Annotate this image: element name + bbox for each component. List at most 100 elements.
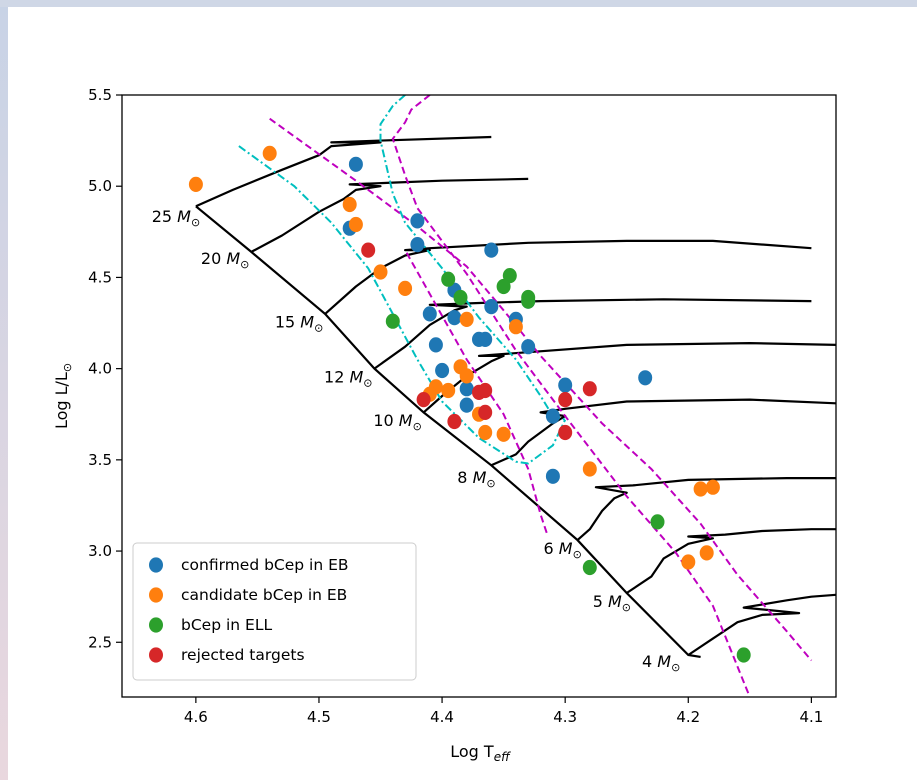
point-series2-21	[681, 554, 696, 570]
x-tick-label-6: 4.1	[799, 708, 823, 726]
point-series2-3	[342, 196, 357, 213]
legend-marker-3	[149, 617, 163, 633]
points-layer	[188, 145, 751, 663]
point-series2-5	[373, 264, 388, 280]
point-series2-17	[582, 461, 597, 477]
y-axis-label: Log L/L⊙	[52, 363, 74, 429]
point-series2-10	[459, 368, 474, 384]
point-series3-3	[453, 289, 468, 306]
track-line-4msun	[687, 593, 836, 656]
strip-boundary-1	[269, 117, 813, 662]
point-series2-15	[478, 424, 493, 441]
track-line-8msun	[490, 398, 836, 467]
point-series1-21	[638, 370, 653, 386]
y-tick-label-3: 3.5	[88, 451, 112, 469]
point-series2-4	[348, 216, 363, 233]
mass-label-6msun: 6 M⊙	[544, 539, 582, 561]
y-tick-label-4: 4.0	[88, 360, 112, 378]
point-series3-5	[496, 278, 511, 295]
point-series1-7	[484, 299, 499, 315]
point-series1-8	[422, 306, 437, 322]
strip-boundary-2	[391, 95, 751, 697]
x-tick-label-3: 4.4	[430, 708, 454, 726]
mass-label-8msun: 8 M⊙	[457, 468, 495, 490]
x-tick-label-2: 4.5	[307, 708, 331, 726]
point-series4-8	[558, 392, 573, 408]
point-series2-20	[699, 545, 714, 561]
point-series2-6	[398, 280, 413, 296]
legend-label-4: rejected targets	[181, 646, 305, 664]
mass-label-12msun: 12 M⊙	[324, 368, 372, 390]
point-series3-1	[385, 313, 400, 329]
track-line-5msun	[626, 528, 836, 594]
mass-label-10msun: 10 M⊙	[373, 411, 421, 433]
window-edge	[0, 0, 8, 780]
track-line-6msun	[576, 477, 836, 541]
track-line-10msun	[422, 342, 836, 414]
point-series2-18	[693, 481, 708, 497]
legend-marker-2	[149, 587, 163, 603]
point-series2-12	[441, 382, 456, 399]
mass-labels-layer: 25 M⊙20 M⊙ 15 M⊙ 12 M⊙10 M⊙ 8 M⊙ 6 M⊙ 5 M⊙ 4 M…	[152, 207, 681, 674]
mass-label-5msun: 5 M⊙	[593, 592, 631, 614]
point-series4-2	[416, 392, 431, 408]
mass-label-4msun: 4 M⊙	[642, 652, 680, 674]
point-series1-12	[428, 337, 443, 353]
strip-boundary-3	[404, 249, 548, 534]
legend-label-1: confirmed bCep in EB	[181, 556, 349, 574]
point-series1-14	[478, 331, 493, 347]
point-series2-1	[188, 176, 203, 192]
y-tick-label-6: 5.0	[88, 177, 112, 195]
point-series1-19	[558, 377, 573, 393]
track-line-12msun	[373, 298, 812, 370]
point-series1-22	[545, 468, 560, 484]
legend-box	[132, 542, 417, 681]
point-series4-6	[447, 413, 462, 430]
point-series3-9	[582, 559, 597, 576]
mass-label-25msun: 25 M⊙	[152, 207, 200, 229]
mass-label-15msun: 15 M⊙	[275, 313, 323, 335]
point-series1-18	[459, 397, 474, 413]
plot-frame	[121, 94, 837, 698]
point-series3-7	[521, 293, 536, 309]
zams-line	[195, 205, 701, 658]
legend: confirmed bCep in EB candidate bCep in EB…	[132, 542, 417, 681]
point-series1-17	[459, 381, 474, 397]
instability-strip-layer	[238, 95, 813, 697]
y-tick-label-7: 5.5	[88, 86, 112, 104]
point-series1-20	[545, 408, 560, 424]
point-series4-4	[478, 382, 493, 399]
point-series1-9	[447, 310, 462, 326]
point-series2-19	[705, 479, 720, 495]
ticks-layer: 4.6 4.5 4.4 4.3 4.2 4.1 2.5 3.0 3.5 4.0 4.5 5.0 5.5	[88, 86, 823, 726]
point-series1-15	[521, 339, 536, 355]
strip-boundary-5	[379, 95, 566, 421]
y-tick-label-5: 4.5	[88, 268, 112, 286]
point-series2-7	[459, 311, 474, 327]
x-tick-label-4: 4.3	[553, 708, 577, 726]
point-series1-16	[435, 362, 450, 379]
legend-label-3: bCep in ELL	[181, 616, 272, 634]
y-tick-label-1: 2.5	[88, 633, 112, 651]
point-series4-1	[361, 242, 376, 258]
point-series3-10	[736, 647, 751, 663]
point-series2-2	[262, 145, 277, 161]
point-series1-2	[410, 213, 425, 229]
axes-frame-layer	[121, 94, 837, 698]
point-series3-8	[650, 514, 665, 530]
window-top-band	[0, 0, 917, 7]
strip-boundary-4	[238, 145, 567, 465]
track-line-15msun	[324, 239, 812, 315]
legend-marker-1	[149, 557, 163, 573]
y-tick-label-2: 3.0	[88, 542, 112, 560]
point-series4-7	[582, 381, 597, 397]
point-series3-4	[502, 268, 517, 284]
point-series4-5	[478, 404, 493, 420]
track-line-20msun	[250, 177, 529, 253]
point-series1-1	[348, 156, 363, 172]
point-series2-8	[508, 319, 523, 335]
legend-marker-4	[149, 647, 163, 663]
point-series1-5	[484, 242, 499, 258]
